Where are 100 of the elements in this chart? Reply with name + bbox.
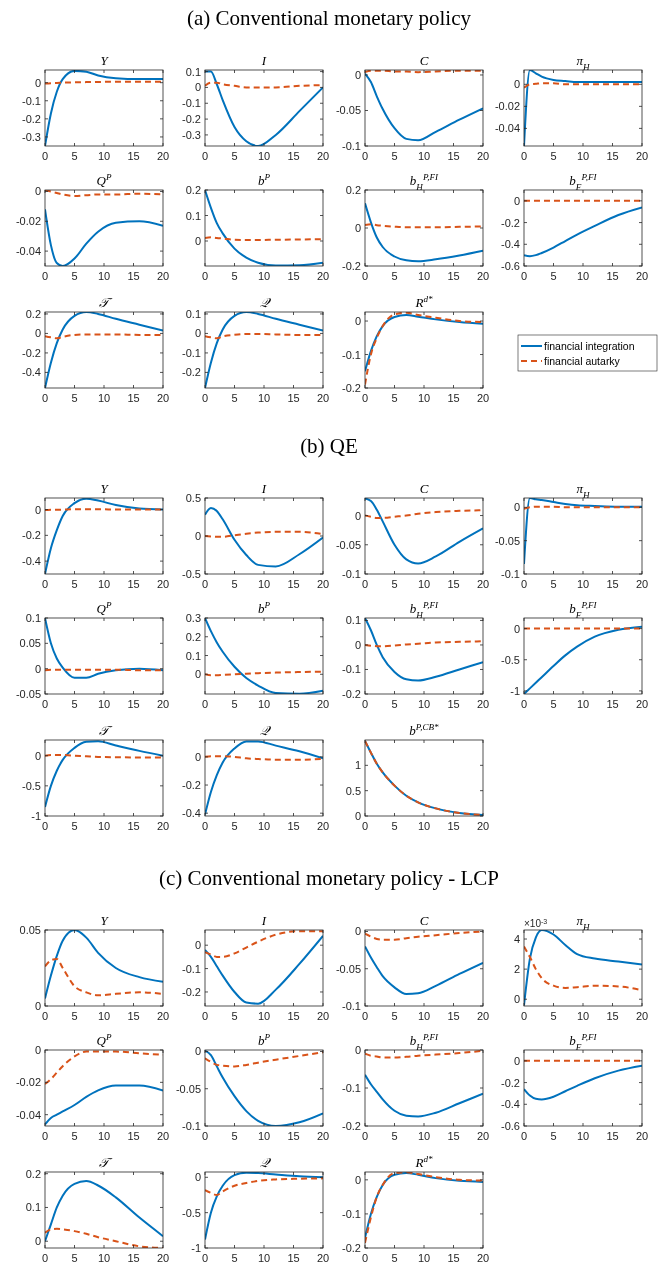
chart-title: I — [260, 481, 267, 496]
x-tick-label: 5 — [231, 270, 238, 282]
x-tick-label: 20 — [635, 698, 649, 710]
y-tick-label: 0.3 — [185, 612, 201, 624]
y-tick-label: -0.1 — [22, 94, 41, 107]
x-tick-label: 15 — [606, 150, 619, 162]
y-tick-label: -0.1 — [501, 568, 520, 580]
y-tick-label: 0 — [34, 749, 41, 762]
chart-title: 𝒯 — [99, 295, 113, 310]
y-tick-label: 0 — [194, 1171, 201, 1184]
line-series — [45, 740, 163, 808]
y-tick-label: -0.1 — [182, 962, 201, 975]
y-tick-label: -0.5 — [22, 779, 41, 792]
x-tick-label: 10 — [417, 392, 431, 404]
x-tick-label: 10 — [97, 392, 111, 404]
x-tick-label: 15 — [127, 270, 140, 282]
line-series — [365, 314, 483, 373]
x-tick-label: 5 — [231, 1010, 238, 1022]
y-tick-label: 0.1 — [185, 307, 201, 320]
x-tick-label: 15 — [447, 1130, 460, 1142]
y-tick-label: -0.2 — [22, 529, 41, 542]
legend-label: financial integration — [544, 340, 635, 352]
x-tick-label: 20 — [476, 698, 490, 710]
line-series — [45, 1084, 163, 1126]
y-tick-label: -0.02 — [15, 1076, 41, 1089]
y-tick-label: 0 — [513, 78, 520, 91]
x-tick-label: 10 — [417, 270, 431, 282]
x-tick-label: 20 — [156, 270, 170, 282]
line-series — [45, 1180, 163, 1243]
x-tick-label: 10 — [257, 150, 271, 162]
x-tick-label: 15 — [606, 698, 619, 710]
y-tick-label: 4 — [513, 933, 520, 946]
chart-title: π$_{H}$ — [576, 913, 590, 932]
x-tick-label: 5 — [71, 1130, 78, 1142]
y-tick-label: 0 — [354, 315, 361, 328]
x-tick-label: 20 — [316, 1010, 330, 1022]
x-tick-label: 10 — [576, 150, 590, 162]
line-series — [45, 312, 163, 388]
y-tick-label: 0.05 — [19, 637, 41, 650]
x-tick-label: 10 — [576, 578, 590, 590]
y-tick-label: -0.05 — [15, 688, 41, 700]
y-tick-label: -0.1 — [342, 1000, 361, 1012]
y-tick-label: 0 — [194, 668, 201, 681]
x-tick-label: 15 — [127, 150, 140, 162]
x-tick-label: 15 — [447, 1010, 460, 1022]
x-tick-label: 10 — [257, 1010, 271, 1022]
line-series — [365, 509, 483, 519]
x-tick-label: 20 — [635, 1010, 649, 1022]
y-tick-label: -0.4 — [501, 238, 520, 251]
y-tick-label: -0.2 — [501, 216, 520, 229]
x-tick-label: 5 — [71, 820, 78, 832]
x-tick-label: 15 — [287, 578, 300, 590]
x-tick-label: 5 — [391, 820, 398, 832]
chart-title: 𝒯 — [99, 723, 113, 738]
x-tick-label: 15 — [287, 820, 300, 832]
y-tick-label: -0.1 — [342, 568, 361, 580]
y-tick-label: -0.2 — [182, 779, 201, 792]
x-tick-label: 5 — [391, 1010, 398, 1022]
line-series — [365, 618, 483, 682]
x-tick-label: 15 — [287, 270, 300, 282]
y-tick-label: 0 — [354, 638, 361, 651]
y-tick-label: -0.04 — [494, 122, 520, 135]
x-tick-label: 5 — [231, 1252, 238, 1264]
chart-title: Y — [100, 481, 110, 496]
y-tick-label: 0 — [34, 1235, 41, 1248]
y-tick-label: -0.2 — [182, 113, 201, 126]
y-tick-label: -0.2 — [22, 112, 41, 125]
x-tick-label: 10 — [97, 698, 111, 710]
y-tick-label: 0.2 — [25, 1167, 41, 1180]
line-series — [205, 1177, 323, 1196]
x-tick-label: 20 — [316, 698, 330, 710]
x-tick-label: 20 — [316, 392, 330, 404]
x-tick-label: 20 — [476, 270, 490, 282]
y-tick-label: 0 — [194, 939, 201, 952]
x-tick-label: 5 — [550, 270, 557, 282]
chart-title: 𝒬 — [259, 1155, 272, 1170]
x-tick-label: 15 — [447, 392, 460, 404]
y-tick-label: -0.5 — [182, 1206, 201, 1219]
x-tick-label: 15 — [447, 698, 460, 710]
x-tick-label: 15 — [127, 1130, 140, 1142]
x-tick-label: 5 — [391, 270, 398, 282]
line-series — [45, 957, 163, 997]
y-tick-label: 0 — [354, 810, 361, 822]
y-tick-label: -0.1 — [342, 348, 361, 361]
y-tick-label: 0.1 — [185, 65, 201, 78]
y-tick-label: 0.1 — [185, 209, 201, 222]
x-tick-label: 15 — [287, 1130, 300, 1142]
x-tick-label: 20 — [156, 1130, 170, 1142]
line-series — [205, 618, 323, 694]
x-tick-label: 5 — [71, 1010, 78, 1022]
y-tick-label: 0.5 — [345, 784, 361, 797]
y-tick-label: -0.1 — [182, 1120, 201, 1132]
y-tick-label: -0.1 — [342, 1207, 361, 1220]
y-tick-label: 0 — [354, 68, 361, 81]
y-tick-label: 0 — [354, 925, 361, 938]
x-tick-label: 20 — [316, 270, 330, 282]
x-tick-label: 5 — [391, 150, 398, 162]
x-tick-label: 10 — [257, 698, 271, 710]
y-tick-label: 0.2 — [25, 307, 41, 320]
chart-title: π$_{H}$ — [576, 481, 590, 500]
